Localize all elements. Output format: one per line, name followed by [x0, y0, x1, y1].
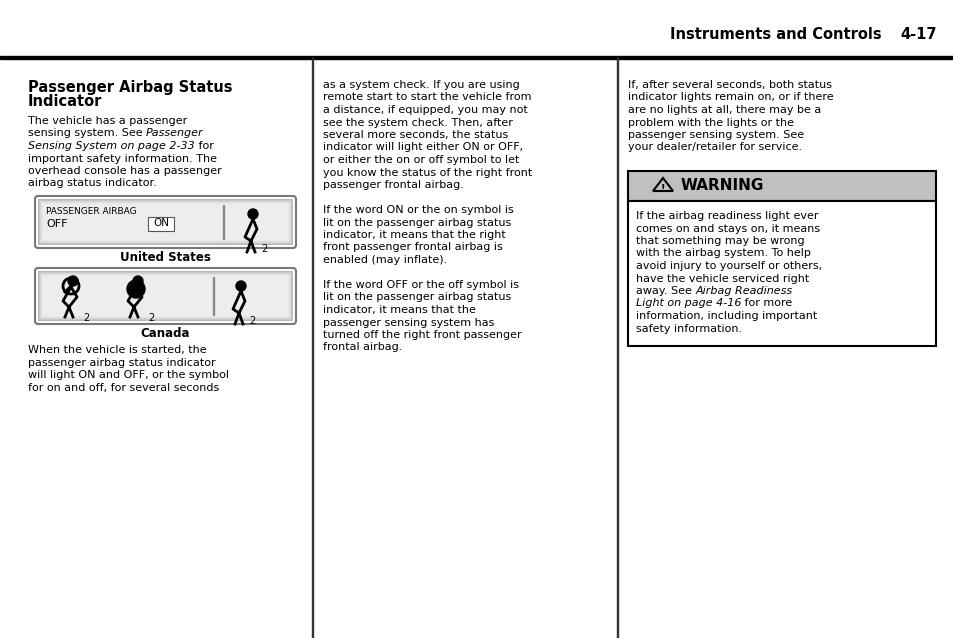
Text: Airbag Readiness: Airbag Readiness	[695, 286, 792, 296]
Text: When the vehicle is started, the: When the vehicle is started, the	[28, 345, 207, 355]
Text: information, including important: information, including important	[636, 311, 817, 321]
Text: comes on and stays on, it means: comes on and stays on, it means	[636, 223, 820, 234]
Text: Instruments and Controls: Instruments and Controls	[669, 27, 881, 42]
Text: passenger sensing system. See: passenger sensing system. See	[627, 130, 803, 140]
Text: ON: ON	[152, 218, 169, 228]
FancyBboxPatch shape	[39, 272, 292, 320]
Text: 2: 2	[261, 244, 267, 254]
Text: a distance, if equipped, you may not: a distance, if equipped, you may not	[323, 105, 527, 115]
Text: have the vehicle serviced right: have the vehicle serviced right	[636, 274, 808, 283]
Text: for more: for more	[740, 299, 792, 309]
Bar	[0, 0, 953, 58]
Bar	[213, 277, 214, 315]
Circle shape	[235, 281, 246, 291]
Text: sensing system. See: sensing system. See	[28, 128, 146, 138]
Text: Light on page 4-16: Light on page 4-16	[636, 299, 740, 309]
FancyBboxPatch shape	[43, 204, 288, 240]
Circle shape	[127, 280, 145, 298]
Text: WARNING: WARNING	[680, 177, 763, 193]
Text: Sensing System on page 2-33: Sensing System on page 2-33	[28, 141, 194, 151]
FancyBboxPatch shape	[38, 199, 293, 245]
Text: for: for	[194, 141, 213, 151]
Text: indicator lights remain on, or if there: indicator lights remain on, or if there	[627, 93, 833, 103]
Text: indicator will light either ON or OFF,: indicator will light either ON or OFF,	[323, 142, 522, 152]
Text: If the airbag readiness light ever: If the airbag readiness light ever	[636, 211, 818, 221]
Text: passenger sensing system has: passenger sensing system has	[323, 318, 494, 327]
Text: your dealer/retailer for service.: your dealer/retailer for service.	[627, 142, 801, 152]
Text: indicator, it means that the: indicator, it means that the	[323, 305, 476, 315]
Text: If the word OFF or the off symbol is: If the word OFF or the off symbol is	[323, 280, 518, 290]
Text: airbag status indicator.: airbag status indicator.	[28, 179, 156, 188]
Bar	[223, 205, 224, 239]
Text: The vehicle has a passenger: The vehicle has a passenger	[28, 116, 187, 126]
Bar	[312, 58, 314, 638]
Text: lit on the passenger airbag status: lit on the passenger airbag status	[323, 292, 511, 302]
Text: with the airbag system. To help: with the airbag system. To help	[636, 248, 810, 258]
Text: frontal airbag.: frontal airbag.	[323, 343, 402, 353]
Text: will light ON and OFF, or the symbol: will light ON and OFF, or the symbol	[28, 370, 229, 380]
Circle shape	[68, 276, 78, 286]
Text: indicator, it means that the right: indicator, it means that the right	[323, 230, 505, 240]
Text: are no lights at all, there may be a: are no lights at all, there may be a	[627, 105, 821, 115]
Text: Passenger: Passenger	[146, 128, 204, 138]
Text: that something may be wrong: that something may be wrong	[636, 236, 803, 246]
Bar	[627, 201, 935, 346]
FancyBboxPatch shape	[39, 200, 292, 244]
Text: 4-17: 4-17	[899, 27, 936, 42]
Text: or either the on or off symbol to let: or either the on or off symbol to let	[323, 155, 518, 165]
Text: you know the status of the right front: you know the status of the right front	[323, 168, 532, 177]
FancyBboxPatch shape	[43, 276, 288, 316]
Bar	[148, 217, 173, 231]
Bar	[617, 58, 618, 638]
Text: avoid injury to yourself or others,: avoid injury to yourself or others,	[636, 261, 821, 271]
FancyBboxPatch shape	[38, 271, 293, 321]
Text: Passenger Airbag Status: Passenger Airbag Status	[28, 80, 233, 95]
Text: front passenger frontal airbag is: front passenger frontal airbag is	[323, 242, 502, 253]
Text: United States: United States	[119, 251, 211, 264]
Text: away. See: away. See	[636, 286, 695, 296]
Circle shape	[132, 276, 143, 286]
Text: !: !	[660, 184, 664, 194]
Text: passenger frontal airbag.: passenger frontal airbag.	[323, 180, 463, 190]
FancyBboxPatch shape	[41, 202, 290, 242]
Text: several more seconds, the status: several more seconds, the status	[323, 130, 508, 140]
FancyBboxPatch shape	[42, 203, 289, 241]
Bar	[627, 171, 935, 201]
Text: enabled (may inflate).: enabled (may inflate).	[323, 255, 447, 265]
Text: If the word ON or the on symbol is: If the word ON or the on symbol is	[323, 205, 514, 215]
Text: as a system check. If you are using: as a system check. If you are using	[323, 80, 519, 90]
Text: see the system check. Then, after: see the system check. Then, after	[323, 117, 513, 128]
Text: turned off the right front passenger: turned off the right front passenger	[323, 330, 521, 340]
Circle shape	[248, 209, 257, 219]
Text: for on and off, for several seconds: for on and off, for several seconds	[28, 383, 219, 392]
Text: lit on the passenger airbag status: lit on the passenger airbag status	[323, 218, 511, 228]
Text: overhead console has a passenger: overhead console has a passenger	[28, 166, 221, 176]
Text: passenger airbag status indicator: passenger airbag status indicator	[28, 357, 215, 367]
FancyBboxPatch shape	[40, 201, 291, 243]
Text: important safety information. The: important safety information. The	[28, 154, 216, 163]
Text: PASSENGER AIRBAG: PASSENGER AIRBAG	[46, 207, 136, 216]
Text: 2: 2	[83, 313, 90, 323]
FancyBboxPatch shape	[40, 273, 291, 319]
Text: safety information.: safety information.	[636, 323, 741, 334]
FancyBboxPatch shape	[42, 275, 289, 317]
Text: remote start to start the vehicle from: remote start to start the vehicle from	[323, 93, 531, 103]
Text: OFF: OFF	[46, 219, 68, 229]
Text: problem with the lights or the: problem with the lights or the	[627, 117, 793, 128]
Bar	[0, 56, 953, 59]
Text: If, after several seconds, both status: If, after several seconds, both status	[627, 80, 831, 90]
Text: 2: 2	[148, 313, 154, 323]
Text: Canada: Canada	[140, 327, 190, 340]
Text: 2: 2	[249, 316, 255, 326]
Text: Indicator: Indicator	[28, 94, 102, 109]
FancyBboxPatch shape	[41, 274, 290, 318]
